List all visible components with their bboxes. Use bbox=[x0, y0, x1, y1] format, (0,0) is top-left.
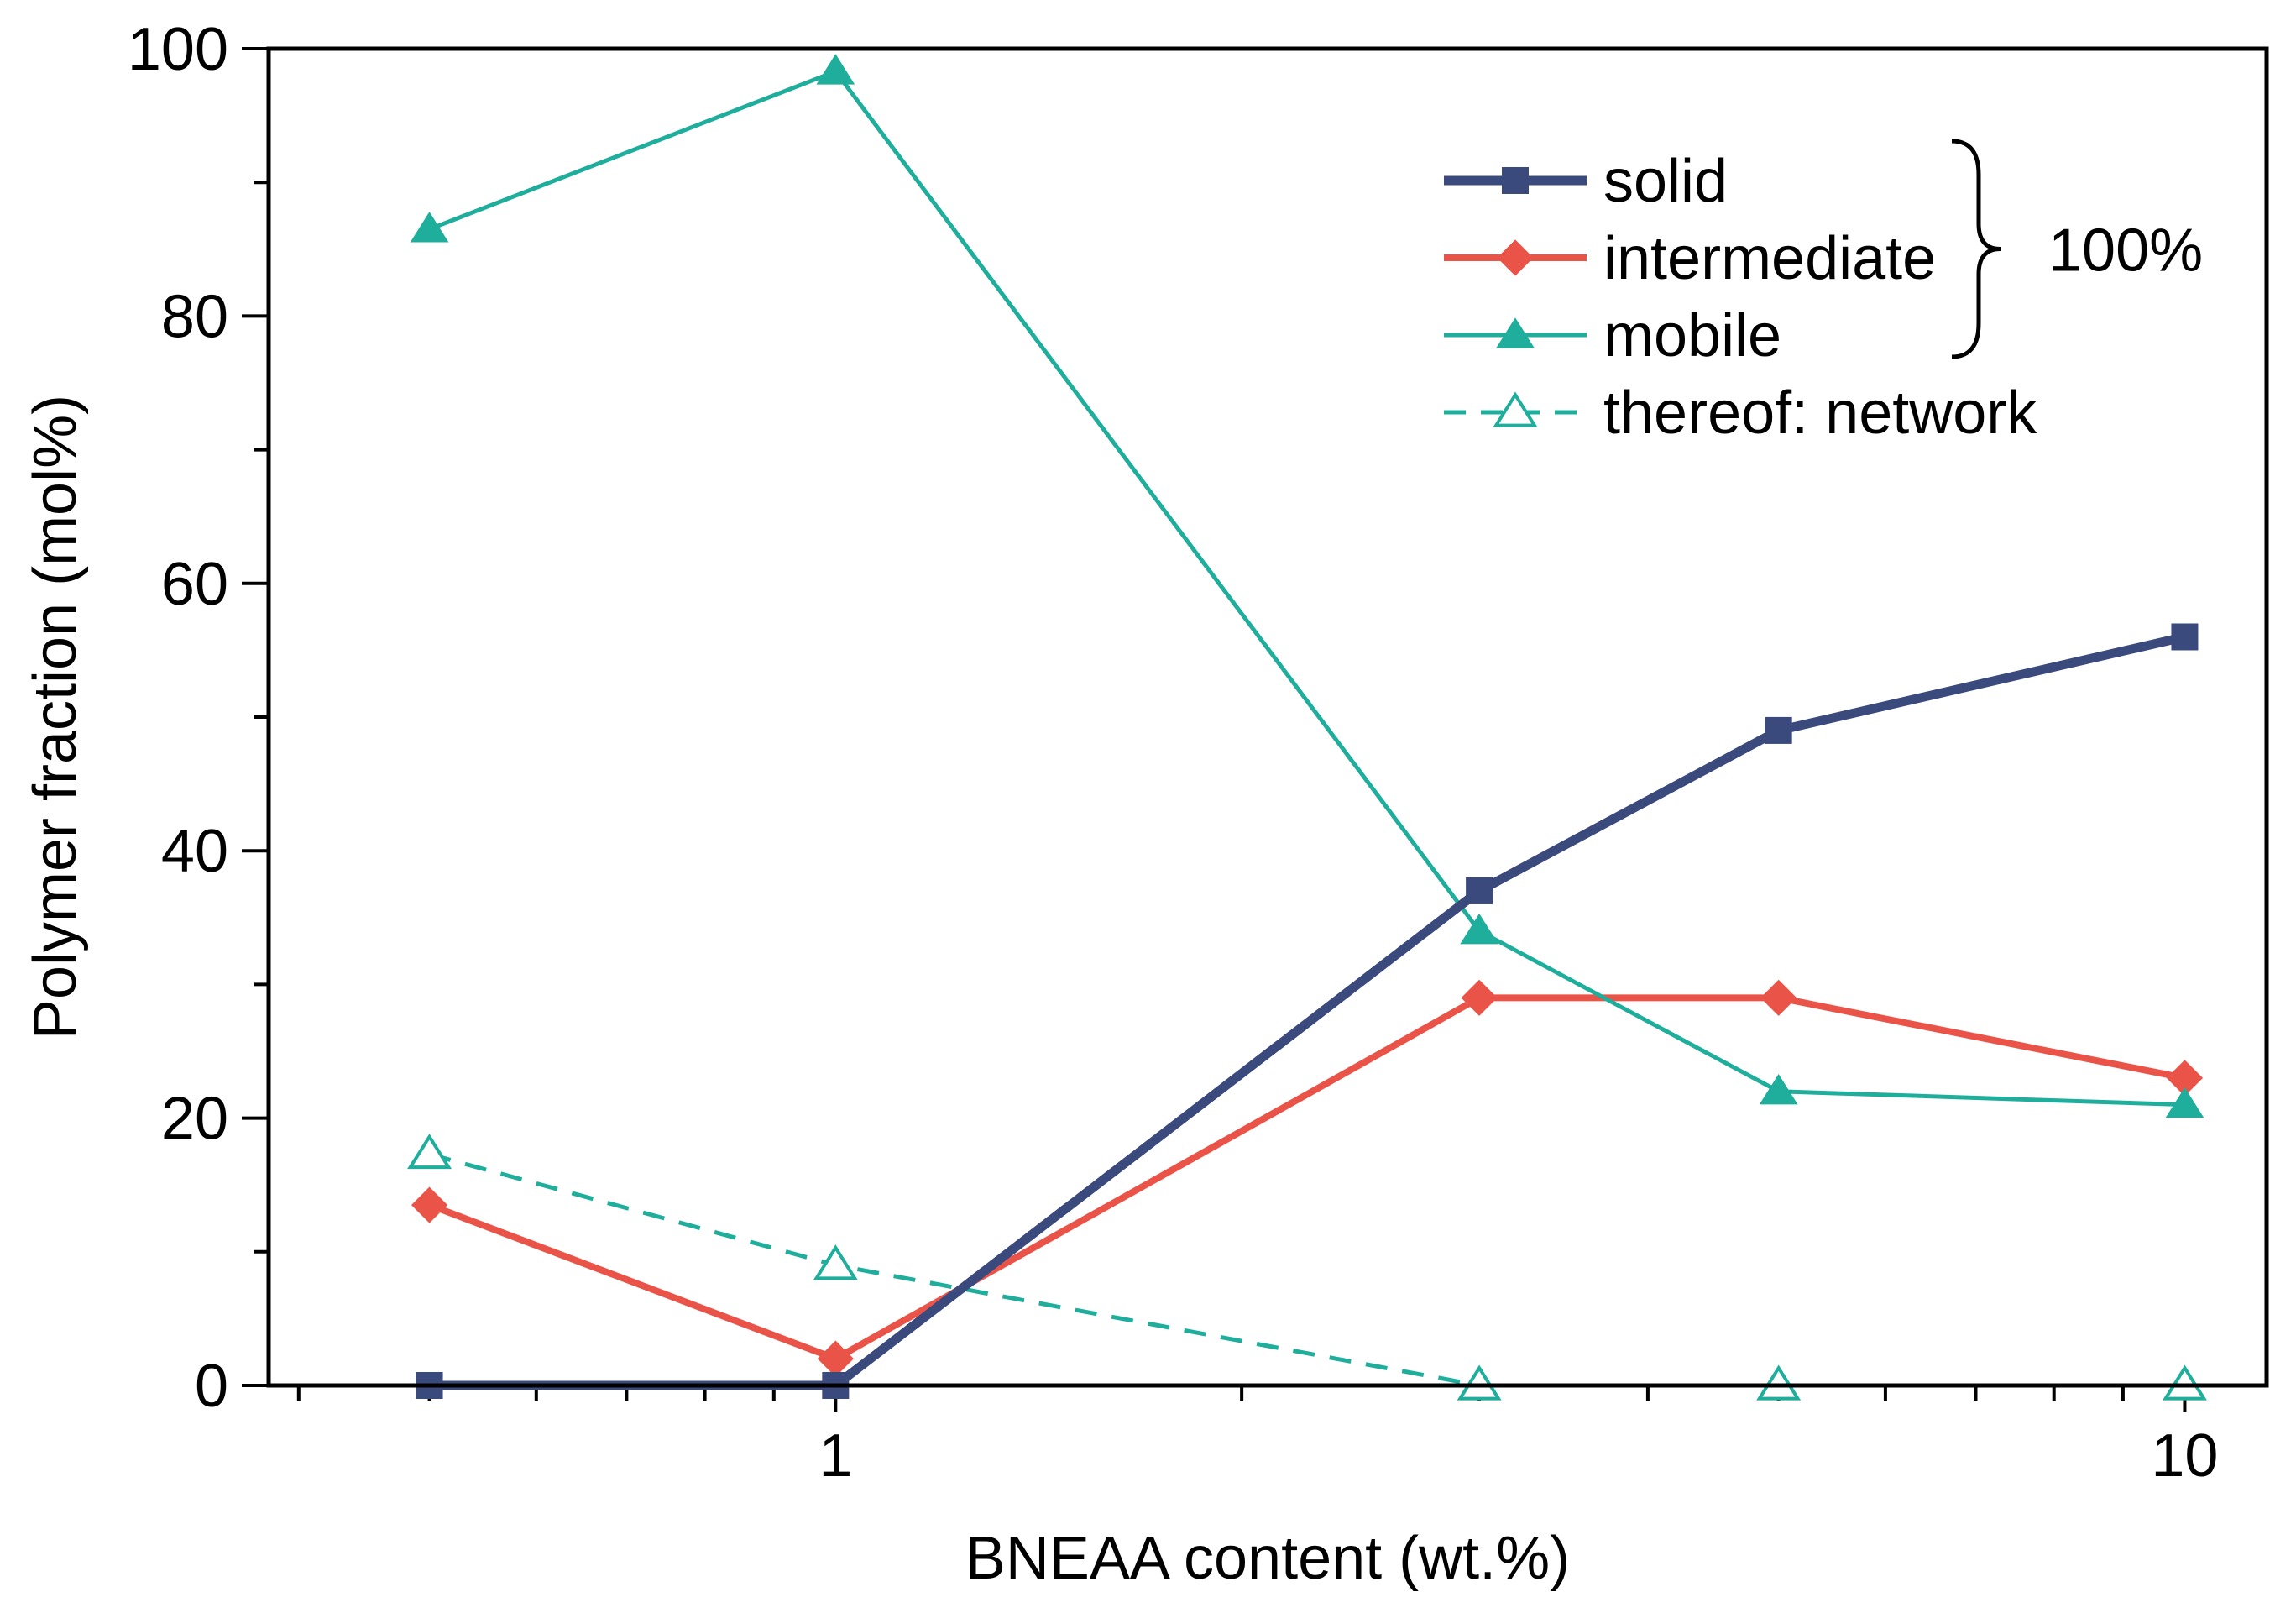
data-point bbox=[1457, 1364, 1502, 1401]
y-tick-label: 60 bbox=[161, 551, 228, 618]
y-tick-label: 80 bbox=[161, 283, 228, 350]
y-tick-label: 40 bbox=[161, 818, 228, 885]
brace-annotation: 100% bbox=[2048, 217, 2203, 285]
y-tick-label: 100 bbox=[128, 16, 228, 83]
data-point bbox=[1760, 979, 1797, 1016]
legend-marker bbox=[1502, 167, 1529, 194]
data-point bbox=[2165, 1087, 2204, 1118]
x-tick-label: 10 bbox=[2151, 1422, 2218, 1490]
series-line bbox=[428, 1152, 2185, 1388]
data-point bbox=[1765, 716, 1792, 744]
series-mobile bbox=[410, 54, 2204, 1118]
legend-marker bbox=[1493, 391, 1538, 427]
legend-marker bbox=[1496, 317, 1535, 348]
legend-label: intermediate bbox=[1603, 225, 1936, 292]
series-line bbox=[429, 632, 2186, 1390]
series-intermediate bbox=[411, 979, 2204, 1377]
data-point bbox=[1466, 877, 1493, 904]
legend: solid intermediate mobile thereof: network bbox=[1444, 148, 2037, 447]
series-line bbox=[428, 994, 2186, 1363]
legend-label: thereof: network bbox=[1603, 380, 2037, 447]
x-axis-title: BNEAA content (wt.%) bbox=[965, 1525, 1570, 1592]
data-point bbox=[410, 212, 449, 243]
data-point bbox=[411, 1186, 448, 1223]
data-point bbox=[817, 1340, 854, 1377]
data-point bbox=[1460, 913, 1499, 945]
data-point bbox=[407, 1134, 452, 1170]
y-axis-title: Polymer fraction (mol%) bbox=[22, 395, 89, 1040]
data-point bbox=[1461, 979, 1498, 1016]
plot-frame bbox=[266, 46, 2269, 1388]
series-solid bbox=[416, 623, 2199, 1399]
legend-label: solid bbox=[1603, 148, 1728, 215]
data-point bbox=[816, 54, 855, 85]
y-tick-label: 20 bbox=[161, 1086, 228, 1153]
data-point bbox=[813, 1244, 858, 1280]
series-thereof-network bbox=[407, 1134, 2207, 1401]
legend-marker bbox=[1497, 239, 1534, 276]
data-point bbox=[2166, 1060, 2204, 1097]
data-point bbox=[1759, 1073, 1798, 1105]
legend-brace bbox=[1951, 139, 2001, 359]
data-point bbox=[1756, 1364, 1802, 1401]
legend-label: mobile bbox=[1603, 302, 1781, 369]
data-point bbox=[2171, 623, 2199, 651]
data-point bbox=[2162, 1364, 2207, 1401]
x-tick-label: 1 bbox=[819, 1422, 852, 1490]
y-tick-label: 0 bbox=[195, 1353, 228, 1420]
